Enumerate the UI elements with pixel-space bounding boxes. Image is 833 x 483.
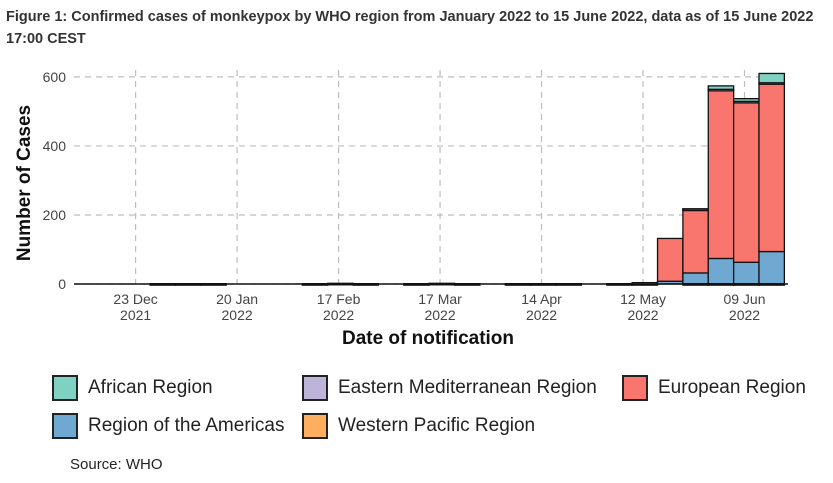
y-axis-label: Number of Cases (14, 105, 35, 261)
bar-segment (682, 272, 709, 285)
bar-segment (758, 72, 786, 84)
x-tick-label: 2022 (627, 307, 658, 323)
bar-segment (682, 208, 709, 211)
legend-label: Eastern Mediterranean Region (338, 377, 597, 398)
bar-segment (707, 257, 735, 285)
x-axis-label: Date of notification (342, 328, 514, 349)
x-tick-label: 14 Apr (521, 291, 562, 307)
source-note: Source: WHO (70, 456, 163, 473)
y-tick-label: 0 (58, 276, 66, 292)
x-tick-label: 2022 (222, 307, 253, 323)
legend-swatch (52, 375, 78, 401)
x-tick-label: 17 Feb (317, 291, 361, 307)
stacked-bar (707, 85, 735, 286)
legend-swatch (302, 375, 328, 401)
stacked-bar (758, 72, 786, 286)
legend-label: Region of the Americas (88, 415, 285, 436)
x-tick-label: 23 Dec (113, 291, 157, 307)
legend-item: African Region (52, 373, 213, 403)
x-tick-label: 2021 (120, 307, 151, 323)
x-tick-label: 2022 (729, 307, 760, 323)
legend-swatch (302, 413, 328, 439)
bar-segment (732, 101, 760, 263)
bar-segment (732, 261, 760, 285)
x-tick-label: 2022 (526, 307, 557, 323)
legend-item: Region of the Americas (52, 411, 284, 441)
bar-segment (758, 82, 786, 253)
legend-label: European Region (658, 377, 806, 398)
y-tick-label: 200 (43, 207, 67, 223)
bars (149, 72, 786, 286)
legend-swatch (622, 375, 648, 401)
y-tick-label: 400 (43, 138, 67, 154)
bar-segment (758, 250, 786, 285)
bar-segment (656, 237, 684, 282)
x-tick-label: 2022 (323, 307, 354, 323)
legend-label: African Region (88, 377, 213, 398)
bar-segment (707, 85, 735, 90)
stacked-bar (732, 97, 760, 286)
legend-label: Western Pacific Region (338, 415, 536, 436)
legend-swatch (52, 413, 78, 439)
legend-item: Eastern Mediterranean Region (302, 373, 597, 403)
x-tick-label: 09 Jun (723, 291, 765, 307)
x-tick-label: 17 Mar (418, 291, 462, 307)
x-tick-label: 12 May (620, 291, 666, 307)
stacked-bar (682, 208, 709, 286)
bar-segment (682, 209, 709, 274)
legend-item: Western Pacific Region (302, 411, 535, 441)
x-tick-label: 20 Jan (216, 291, 258, 307)
stacked-bar (656, 237, 684, 285)
x-tick-label: 2022 (424, 307, 455, 323)
bar-segment (707, 90, 735, 260)
y-tick-label: 600 (43, 69, 67, 85)
bar-segment (732, 97, 760, 103)
legend-item: European Region (622, 373, 806, 403)
figure-title: Figure 1: Confirmed cases of monkeypox b… (6, 9, 814, 47)
